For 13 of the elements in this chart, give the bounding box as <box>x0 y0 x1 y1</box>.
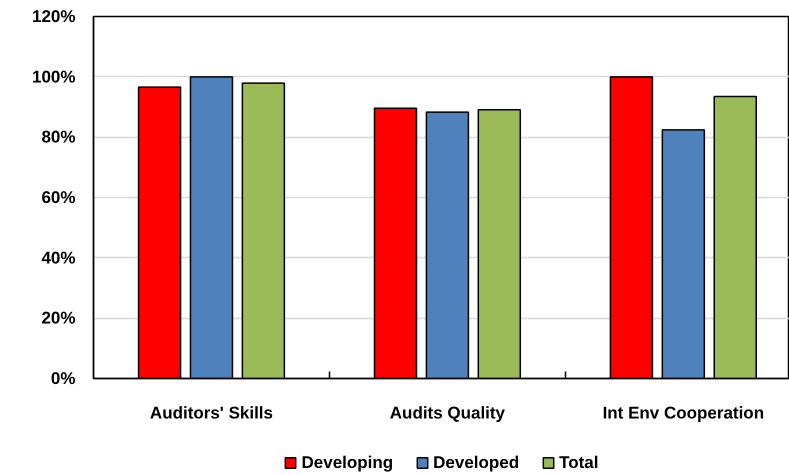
y-tick-label: 20% <box>41 308 76 328</box>
y-tick-label: 80% <box>41 128 76 147</box>
x-tick-label: Audits Quality <box>390 404 506 422</box>
y-tick-label: 100% <box>32 67 76 86</box>
legend-label: Total <box>559 452 598 472</box>
y-tick-label: 60% <box>41 188 76 207</box>
y-tick-label: 0% <box>50 369 76 388</box>
x-tick-label: Int Env Cooperation <box>602 404 764 422</box>
legend-label: Developed <box>433 452 520 472</box>
y-tick-label: 40% <box>41 248 76 268</box>
y-tick-label: 120% <box>32 7 76 26</box>
legend-label: Developing <box>302 452 394 472</box>
x-tick-label: Auditors' Skills <box>150 404 274 422</box>
